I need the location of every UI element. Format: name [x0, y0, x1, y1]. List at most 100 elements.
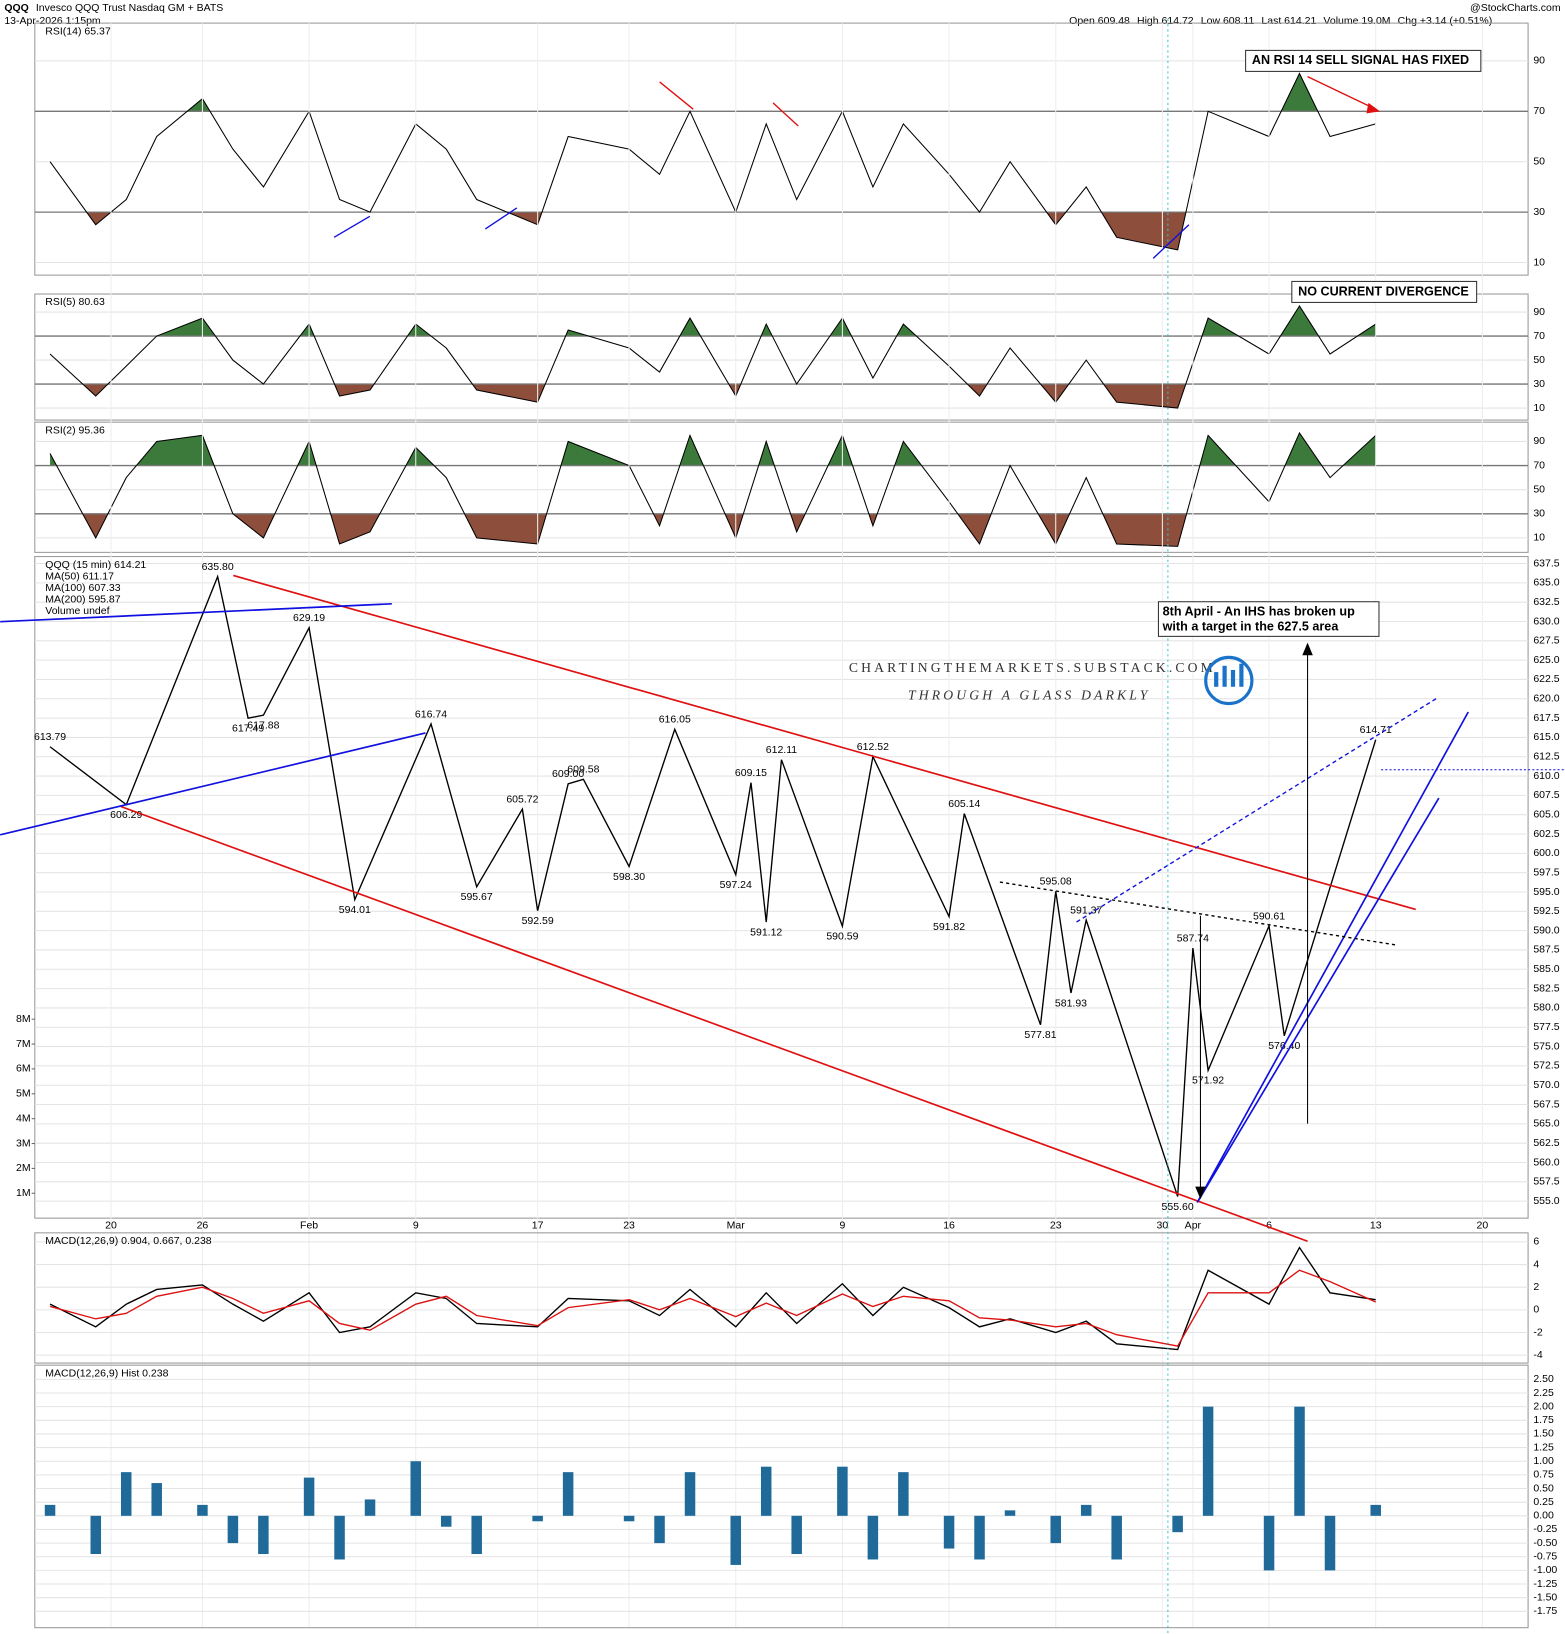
y-tick-label: 10	[1533, 402, 1545, 414]
panel-frame	[34, 1232, 1529, 1364]
quote-item: Open 609.48	[1069, 15, 1130, 27]
rsi-line	[49, 305, 1377, 409]
trend-line	[120, 805, 1308, 1243]
price-label: 617.88	[247, 719, 279, 731]
quote-item: High 614.72	[1137, 15, 1194, 27]
quote-item: Low 608.11	[1201, 15, 1255, 27]
x-tick-label: 20	[1477, 1219, 1489, 1231]
y-tick-label: -0.75	[1533, 1551, 1557, 1563]
price-label: 590.61	[1253, 910, 1285, 922]
oversold-fill	[82, 513, 1187, 547]
annotation: NO CURRENT DIVERGENCE	[1298, 284, 1469, 298]
y-tick-label: 625.0	[1533, 654, 1559, 666]
y-tick-label: 610.0	[1533, 770, 1559, 782]
y2-tick-label: 7M	[16, 1038, 31, 1050]
y-tick-label: -1.50	[1533, 1591, 1557, 1603]
panel-frame	[34, 293, 1529, 421]
hist-bar	[364, 1499, 376, 1516]
price-label: 605.72	[506, 793, 538, 805]
price-label: 590.59	[826, 930, 858, 942]
price-label: 617.49	[232, 722, 264, 734]
y-tick-label: 617.5	[1533, 712, 1559, 724]
y-tick-label: 10	[1533, 256, 1545, 268]
trend-line	[0, 732, 426, 836]
y-tick-label: 575.0	[1533, 1040, 1559, 1052]
price-label: 577.81	[1024, 1029, 1056, 1041]
x-tick-label: Mar	[727, 1219, 746, 1231]
macd-line	[49, 1269, 1376, 1347]
y-tick-label: 90	[1533, 435, 1545, 447]
watermark: THROUGH A GLASS DARKLY	[908, 687, 1150, 702]
hist-bar	[974, 1515, 985, 1560]
y2-tick-label: 2M	[16, 1162, 31, 1174]
hist-bar	[791, 1515, 802, 1555]
y-tick-label: 2.25	[1533, 1387, 1554, 1399]
x-tick-label: 26	[197, 1219, 209, 1231]
panel-title: QQQ (15 min) 614.21	[45, 559, 146, 571]
price-label: 587.74	[1177, 932, 1209, 944]
y-tick-label: 10	[1533, 532, 1545, 544]
hist-bar	[1111, 1515, 1122, 1560]
price-label: 592.59	[522, 915, 554, 927]
legend-entry: Volume undef	[45, 605, 109, 617]
overbought-fill	[50, 306, 1376, 337]
y-tick-label: 557.5	[1533, 1176, 1559, 1188]
y-tick-label: 587.5	[1533, 944, 1559, 956]
divergence-line	[659, 81, 694, 110]
hist-bar	[410, 1461, 421, 1516]
y-tick-label: 30	[1533, 378, 1545, 390]
y-tick-label: -4	[1533, 1349, 1542, 1361]
y-tick-label: -0.25	[1533, 1523, 1557, 1535]
price-label: 598.30	[613, 871, 645, 883]
hist-bar	[258, 1515, 269, 1555]
hist-bar	[760, 1466, 772, 1516]
y2-tick-label: 5M	[16, 1088, 31, 1100]
y-tick-label: 632.5	[1533, 596, 1559, 608]
y-tick-label: 560.0	[1533, 1156, 1559, 1168]
y-tick-label: 620.0	[1533, 693, 1559, 705]
x-tick-label: 20	[105, 1219, 117, 1231]
hist-bar	[440, 1515, 452, 1527]
y-tick-label: 90	[1533, 55, 1545, 67]
x-tick-label: 9	[839, 1219, 845, 1231]
y-tick-label: 565.0	[1533, 1118, 1559, 1130]
y-tick-label: 615.0	[1533, 731, 1559, 743]
overbought-fill	[50, 432, 1376, 466]
hist-bar	[1370, 1504, 1381, 1516]
y-tick-label: 30	[1533, 508, 1545, 520]
y-tick-label: 592.5	[1533, 905, 1559, 917]
price-label: 595.67	[461, 891, 493, 903]
logo-bar	[1230, 669, 1236, 687]
y-tick-label: 1.00	[1533, 1455, 1554, 1467]
y-tick-label: 6	[1533, 1236, 1539, 1248]
trend-line	[1196, 797, 1440, 1203]
drawings	[0, 18, 1565, 1634]
arrow-head	[1195, 1186, 1206, 1200]
x-tick-label: 6	[1266, 1219, 1272, 1231]
rsi-line	[49, 431, 1377, 547]
trend-line	[0, 602, 392, 623]
hist-bar	[227, 1515, 239, 1544]
price-label: 616.05	[659, 714, 691, 726]
price-label: 613.79	[34, 731, 66, 743]
price-label: 555.60	[1162, 1201, 1194, 1213]
y-tick-label: -1.25	[1533, 1578, 1557, 1590]
panel-frame	[34, 421, 1529, 553]
logo	[1204, 655, 1254, 706]
hist-bar	[44, 1504, 56, 1516]
price-label: 612.11	[766, 744, 797, 756]
x-tick-label: 9	[413, 1219, 419, 1231]
panel-title: RSI(14) 65.37	[45, 25, 111, 37]
x-tick-label: 16	[943, 1219, 955, 1231]
y-tick-label: 567.5	[1533, 1098, 1559, 1110]
y2-tick-label: 4M	[16, 1112, 31, 1124]
panel-title: MACD(12,26,9) Hist 0.238	[45, 1367, 168, 1379]
trend-line	[233, 574, 1416, 911]
y-tick-label: 555.0	[1533, 1195, 1559, 1207]
y-tick-label: 637.5	[1533, 557, 1559, 569]
panel-frame	[34, 1364, 1529, 1629]
quote-item: Chg +3.14 (+0.51%)	[1398, 15, 1493, 27]
panel-frame	[34, 556, 1529, 1219]
price-label: 571.92	[1192, 1075, 1224, 1087]
hist-bar	[532, 1515, 543, 1522]
